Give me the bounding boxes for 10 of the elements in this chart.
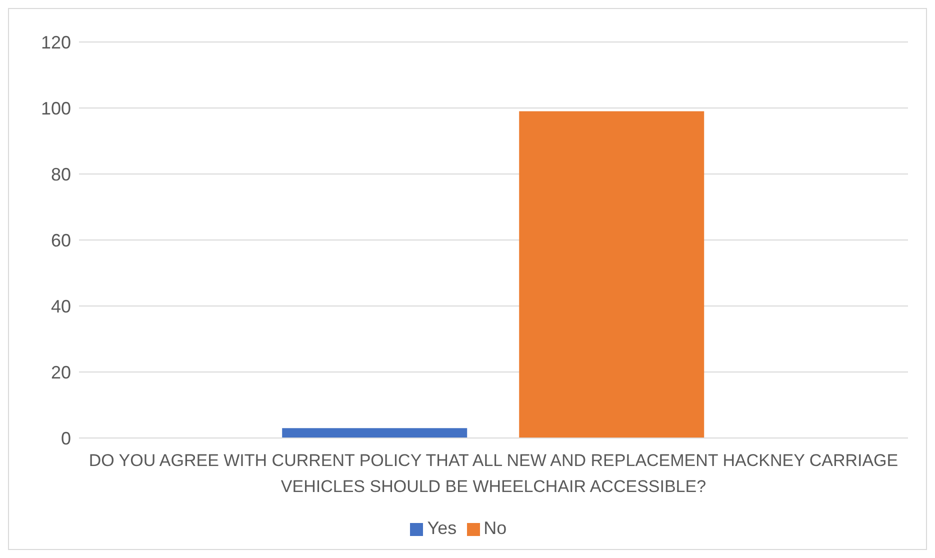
x-tick-label: DO YOU AGREE WITH CURRENT POLICY THAT ALL NEW AND REPLACEMENT HACKNEY CARRIAGE VEHICLES SHOULD BE WHEELCHAIR ACCESSIBLE?	[88, 451, 898, 496]
y-tick-label: 120	[40, 32, 71, 52]
y-tick-label: 80	[50, 164, 71, 184]
y-tick-label: 40	[50, 296, 71, 316]
y-tick-label: 0	[60, 428, 71, 448]
y-tick-label: 20	[50, 362, 71, 382]
y-tick-label: 100	[40, 98, 71, 118]
legend-label: No	[484, 518, 507, 538]
legend-label: Yes	[427, 518, 457, 538]
y-tick-label: 60	[50, 230, 71, 250]
